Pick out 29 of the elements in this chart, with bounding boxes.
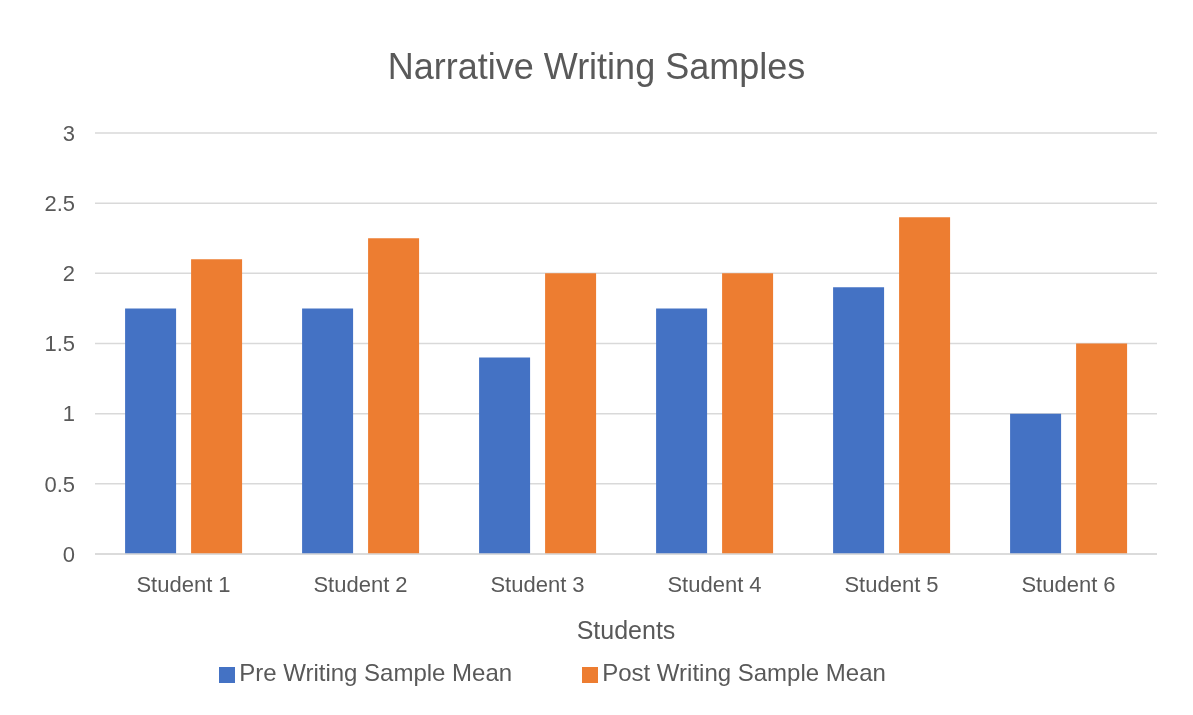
x-tick-label: Student 2 (313, 571, 408, 597)
x-tick-label: Student 6 (1021, 571, 1116, 597)
bar (545, 273, 597, 554)
y-tick-label: 1.5 (44, 331, 75, 357)
bar (368, 238, 420, 554)
y-tick-label: 0.5 (44, 471, 75, 497)
y-tick-label: 2.5 (44, 190, 75, 216)
x-axis-title: Students (576, 616, 676, 644)
bar (899, 217, 951, 554)
bar (125, 308, 177, 554)
x-tick-label: Student 1 (136, 571, 231, 597)
x-tick-label: Student 4 (667, 571, 762, 597)
x-tick-label: Student 5 (844, 571, 939, 597)
bar (833, 287, 885, 554)
bar (656, 308, 708, 554)
bar (191, 259, 243, 554)
y-tick-label: 2 (62, 261, 75, 287)
bar (722, 273, 774, 554)
bar (1076, 343, 1128, 554)
bar (479, 357, 531, 554)
x-tick-label: Student 3 (490, 571, 585, 597)
y-tick-label: 0 (62, 541, 75, 567)
bar (1010, 413, 1062, 554)
y-tick-label: 3 (62, 120, 75, 146)
y-tick-label: 1 (62, 401, 75, 427)
legend-label: Post Writing Sample Mean (602, 659, 886, 686)
chart-title: Narrative Writing Samples (386, 46, 807, 88)
legend-label: Pre Writing Sample Mean (239, 659, 513, 686)
bar (302, 308, 354, 554)
